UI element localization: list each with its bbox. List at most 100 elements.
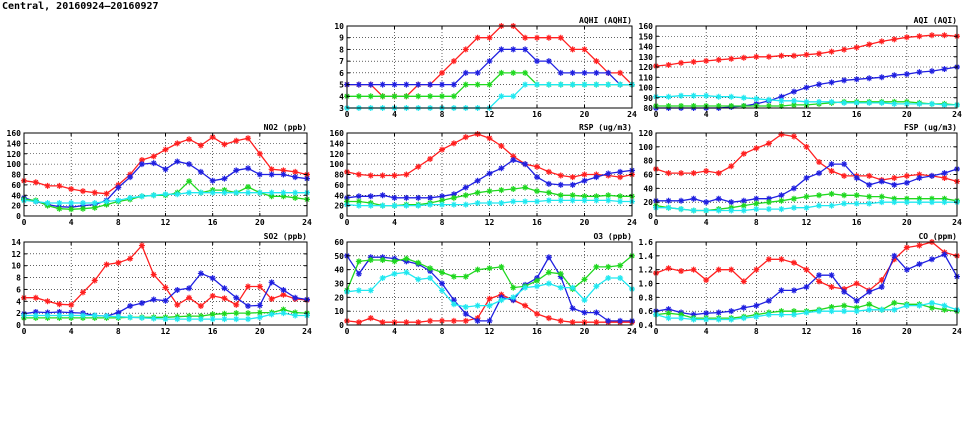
so2-ppb-point-green	[221, 310, 228, 317]
so2-ppb-point-red	[127, 255, 134, 262]
o3-ppb-point-cyan	[427, 274, 434, 281]
o3-ppb-point-green	[617, 262, 624, 269]
no2-ppb-title: NO2 (ppb)	[264, 123, 307, 132]
x-tick-label: 4	[704, 218, 709, 227]
aqi-aqi-point-cyan	[928, 100, 935, 107]
so2-ppb-point-cyan	[162, 316, 169, 323]
rsp-ug-m3-point-green	[450, 194, 457, 201]
aqi-aqi-point-red	[916, 33, 923, 40]
aqhi-aqhi-point-blue	[522, 46, 529, 53]
co-ppm-point-blue	[928, 256, 935, 263]
rsp-ug-m3-point-red	[379, 172, 386, 179]
fsp-ug-m3-point-blue	[665, 197, 672, 204]
y-tick-label: 6	[339, 69, 344, 78]
aqi-aqi-point-green	[715, 102, 722, 109]
no2-ppb-point-green	[292, 194, 299, 201]
co-ppm-point-blue	[765, 297, 772, 304]
co-ppm-point-blue	[778, 287, 785, 294]
x-tick-label: 16	[852, 218, 862, 227]
co-ppm-point-green	[790, 308, 797, 315]
so2-ppb-point-red	[138, 242, 145, 249]
aqhi-aqhi-point-blue	[439, 81, 445, 88]
rsp-ug-m3-point-blue	[462, 184, 469, 191]
aqi-aqi-point-cyan	[740, 94, 747, 101]
aqi-aqi-point-red	[703, 57, 710, 64]
co-ppm-point-cyan	[816, 308, 823, 315]
co-ppm-point-red	[903, 244, 910, 251]
co-ppm-point-cyan	[891, 306, 898, 313]
x-tick-label: 20	[580, 327, 590, 336]
fsp-ug-m3-point-red	[753, 145, 760, 152]
co-ppm-point-blue	[941, 251, 948, 258]
rsp-ug-m3-point-cyan	[510, 198, 517, 205]
rsp-ug-m3-point-green	[569, 192, 576, 199]
rsp-ug-m3-point-cyan	[403, 202, 410, 209]
o3-ppb-point-red	[355, 319, 362, 326]
co-ppm-point-cyan	[765, 311, 772, 318]
o3-ppb-point-blue	[486, 317, 493, 324]
x-tick-label: 16	[208, 218, 218, 227]
so2-ppb-point-red	[209, 292, 216, 299]
aqhi-aqhi-point-cyan	[617, 81, 624, 88]
rsp-ug-m3-point-blue	[605, 170, 612, 177]
o3-ppb-point-red	[403, 319, 410, 326]
co-ppm-point-blue	[753, 302, 760, 309]
so2-ppb-point-red	[174, 301, 181, 308]
no2-ppb-point-red	[79, 188, 86, 195]
no2-ppb-point-red	[150, 153, 157, 160]
rsp-ug-m3-point-cyan	[534, 198, 540, 205]
y-tick-label: 3	[339, 104, 344, 113]
co-ppm-point-red	[665, 265, 672, 272]
aqi-aqi-point-cyan	[941, 101, 948, 108]
fsp-ug-m3-point-cyan	[765, 206, 772, 213]
y-tick-label: 140	[7, 139, 22, 148]
o3-ppb-point-red	[534, 310, 540, 317]
fsp-ug-m3-point-green	[790, 195, 797, 202]
no2-ppb-point-blue	[256, 171, 263, 178]
fsp-ug-m3-point-red	[715, 170, 722, 177]
rsp-ug-m3-point-blue	[403, 194, 410, 201]
y-tick-label: 110	[639, 73, 654, 82]
y-tick-label: 80	[334, 171, 344, 180]
y-tick-label: 100	[639, 84, 654, 93]
rsp-ug-m3-point-blue	[593, 174, 600, 181]
aqi-aqi-point-green	[790, 101, 797, 108]
so2-ppb-point-cyan	[79, 312, 86, 319]
y-tick-label: 0.6	[639, 307, 654, 316]
aqi-aqi-point-red	[678, 59, 685, 66]
o3-ppb-point-red	[522, 302, 529, 309]
y-tick-label: 1.4	[639, 252, 654, 261]
aqi-aqi-point-cyan	[778, 97, 785, 104]
aqhi-aqhi-point-green	[427, 93, 434, 100]
o3-ppb-point-green	[474, 266, 481, 273]
co-ppm-point-cyan	[916, 302, 923, 309]
no2-ppb-point-cyan	[256, 189, 263, 196]
o3-ppb-point-green	[462, 273, 469, 280]
so2-ppb-point-red	[233, 301, 240, 308]
rsp-ug-m3-point-red	[617, 174, 624, 181]
x-tick-label: 4	[704, 110, 709, 119]
o3-ppb-point-cyan	[415, 276, 422, 283]
no2-ppb-point-blue	[233, 167, 240, 174]
co-ppm-point-red	[778, 256, 785, 263]
page-title: Central, 20160924–20160927	[2, 1, 159, 12]
fsp-ug-m3-point-green	[928, 195, 935, 202]
x-tick-label: 16	[532, 327, 542, 336]
y-tick-label: 120	[639, 129, 654, 138]
fsp-ug-m3-point-blue	[778, 192, 785, 199]
rsp-ug-m3-point-cyan	[605, 197, 612, 204]
co-ppm-point-blue	[903, 266, 910, 273]
rsp-ug-m3-point-green	[486, 188, 493, 195]
o3-ppb-point-blue	[439, 280, 445, 287]
so2-ppb-point-red	[79, 289, 86, 296]
aqi-aqi-point-blue	[903, 71, 910, 78]
y-tick-label: 0.4	[639, 321, 654, 330]
o3-ppb-point-cyan	[474, 302, 481, 309]
aqi-aqi-point-green	[740, 102, 747, 109]
so2-ppb-point-cyan	[44, 312, 51, 319]
aqhi-aqhi-point-blue	[498, 46, 505, 53]
fsp-ug-m3-point-blue	[703, 199, 710, 206]
o3-ppb-point-cyan	[617, 274, 624, 281]
co-ppm-point-green	[928, 304, 935, 311]
rsp-ug-m3-point-red	[498, 142, 505, 149]
